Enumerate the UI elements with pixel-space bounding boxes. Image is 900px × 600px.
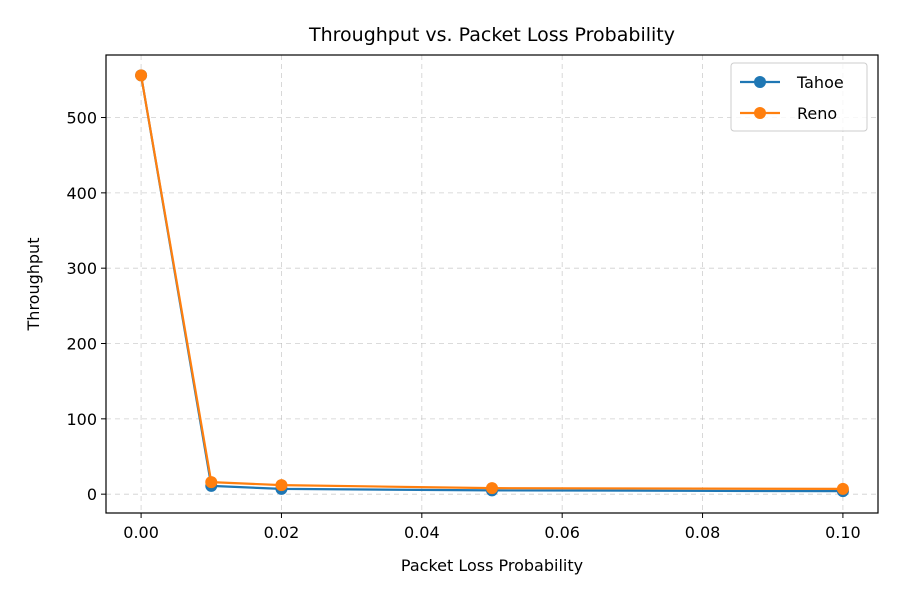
x-axis: 0.00 0.02 0.04 0.06 0.08 0.10 bbox=[123, 513, 861, 542]
y-tick-label: 200 bbox=[66, 335, 97, 354]
reno-point bbox=[836, 482, 849, 495]
plot-frame bbox=[105, 54, 879, 514]
reno-point bbox=[486, 482, 498, 495]
reno-point bbox=[135, 69, 148, 82]
legend-label: Reno bbox=[797, 104, 837, 123]
series-reno bbox=[135, 69, 849, 495]
y-tick-label: 500 bbox=[66, 109, 97, 128]
series-layer bbox=[135, 69, 849, 498]
y-tick-label: 100 bbox=[66, 410, 97, 429]
x-tick-label: 0.04 bbox=[404, 523, 440, 542]
y-axis: 0 100 200 300 400 500 bbox=[66, 109, 106, 504]
x-tick-label: 0.00 bbox=[123, 523, 159, 542]
x-tick-label: 0.10 bbox=[825, 523, 861, 542]
x-tick-label: 0.06 bbox=[544, 523, 580, 542]
y-axis-title: Throughput bbox=[24, 238, 43, 332]
x-tick-label: 0.02 bbox=[264, 523, 300, 542]
legend: Tahoe Reno bbox=[730, 62, 868, 132]
legend-swatch-marker bbox=[754, 107, 766, 119]
legend-label: Tahoe bbox=[796, 73, 844, 92]
x-tick-label: 0.08 bbox=[685, 523, 721, 542]
legend-swatch-marker bbox=[754, 76, 766, 88]
y-tick-label: 400 bbox=[66, 184, 97, 203]
chart-title: Throughput vs. Packet Loss Probability bbox=[308, 24, 675, 46]
x-axis-title: Packet Loss Probability bbox=[401, 556, 583, 575]
reno-point bbox=[205, 476, 218, 489]
y-tick-label: 0 bbox=[87, 485, 97, 504]
reno-point bbox=[275, 479, 288, 492]
y-tick-label: 300 bbox=[66, 259, 97, 278]
